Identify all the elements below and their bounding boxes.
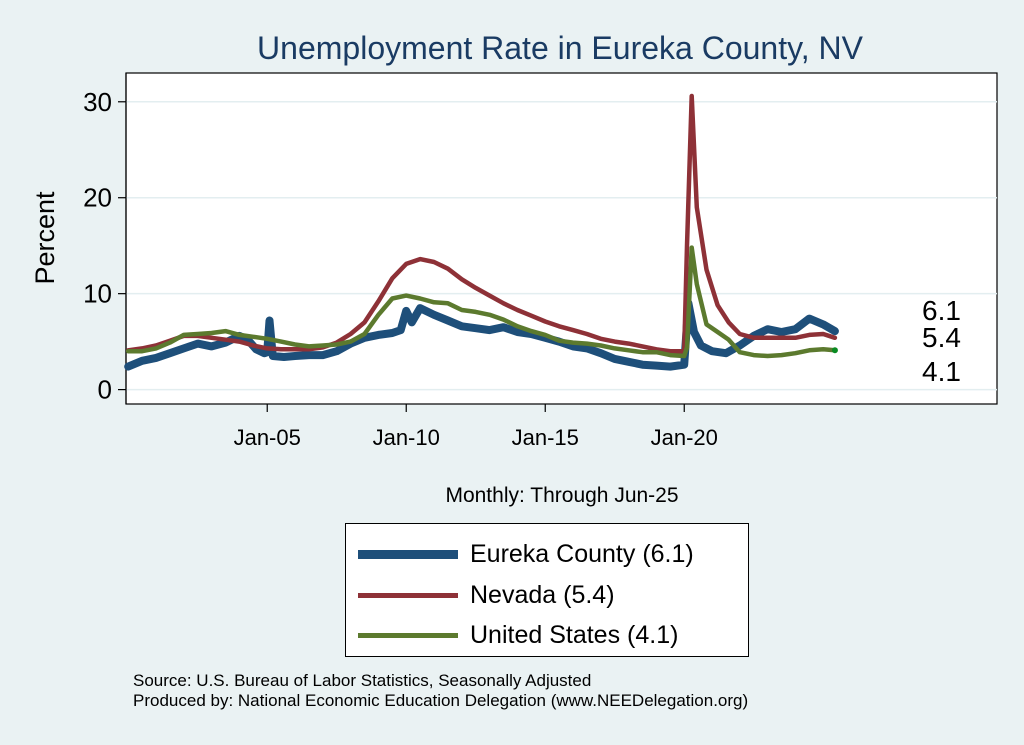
legend-label-nevada: Nevada (5.4)	[470, 580, 615, 609]
series-lines	[124, 93, 839, 371]
legend-swatch-eureka	[358, 549, 458, 559]
source-line: Source: U.S. Bureau of Labor Statistics,…	[133, 671, 592, 690]
end-label: 6.1	[922, 295, 961, 326]
legend-label-us: United States (4.1)	[470, 620, 679, 649]
chart-title: Unemployment Rate in Eureka County, NV	[257, 30, 864, 66]
legend: Eureka County (6.1) Nevada (5.4) United …	[345, 523, 749, 657]
legend-item-nevada: Nevada (5.4)	[358, 575, 615, 615]
x-tick-label: Jan-20	[651, 425, 718, 450]
x-tick-label: Jan-05	[234, 425, 301, 450]
series-line-1	[125, 93, 838, 354]
grid-lines	[126, 101, 997, 391]
y-axis: 0 10 20 30	[83, 73, 127, 405]
x-tick-label: Jan-10	[373, 425, 440, 450]
end-value-labels: 6.15.44.1	[922, 295, 961, 387]
legend-swatch-us	[358, 632, 458, 638]
y-tick-label: 20	[83, 183, 112, 213]
x-axis: Jan-05 Jan-10 Jan-15 Jan-20	[234, 404, 718, 450]
series-line-2	[125, 245, 838, 359]
y-tick-label: 30	[83, 87, 112, 117]
y-tick-label: 10	[83, 279, 112, 309]
legend-item-us: United States (4.1)	[358, 615, 678, 655]
y-axis-title: Percent	[30, 191, 60, 285]
end-label: 4.1	[922, 356, 961, 387]
end-label: 5.4	[922, 322, 961, 353]
producer-line: Produced by: National Economic Education…	[133, 691, 749, 710]
legend-label-eureka: Eureka County (6.1)	[470, 539, 694, 568]
legend-swatch-nevada	[358, 592, 458, 598]
legend-item-eureka: Eureka County (6.1)	[358, 534, 694, 574]
source-note: Source: U.S. Bureau of Labor Statistics,…	[133, 671, 748, 711]
x-tick-label: Jan-15	[512, 425, 579, 450]
us-endpoint-marker	[831, 347, 838, 354]
plot-area-background	[125, 72, 998, 405]
x-axis-title: Monthly: Through Jun-25	[445, 484, 678, 507]
y-tick-label: 0	[98, 375, 112, 405]
